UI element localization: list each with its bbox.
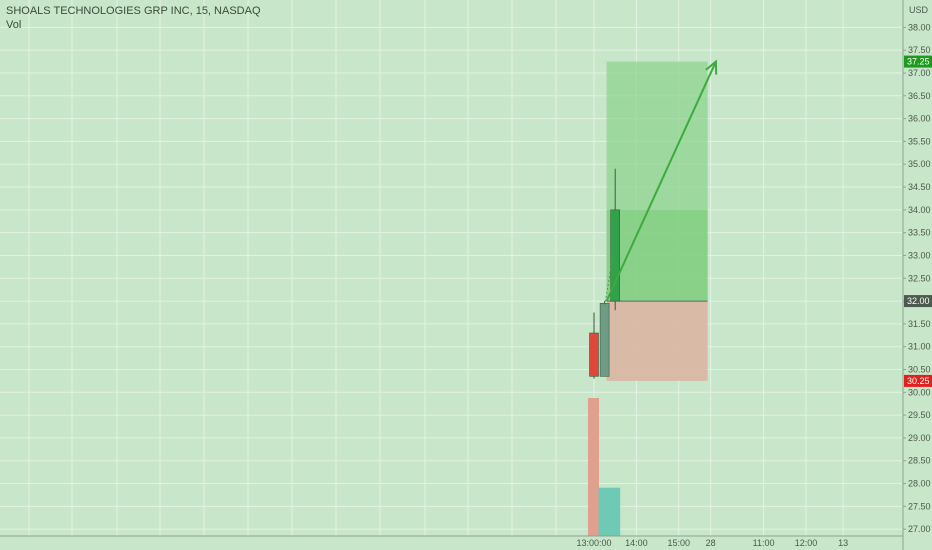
time-tick-label: 12:00 xyxy=(795,538,818,548)
time-tick-label: 15:00 xyxy=(668,538,691,548)
candle-body xyxy=(599,303,610,377)
price-tick-label: 28.50 xyxy=(908,456,931,466)
price-tick-label: 29.50 xyxy=(908,410,931,420)
volume-label: Vol xyxy=(6,19,22,31)
price-tick-label: 36.50 xyxy=(908,91,931,101)
forecast-arrow[interactable] xyxy=(604,59,718,306)
time-tick-label: 13 xyxy=(838,538,848,548)
arrow-dash xyxy=(604,255,614,306)
price-tick-label: 36.00 xyxy=(908,114,931,124)
price-badge-label: 37.25 xyxy=(907,57,930,67)
price-tick-label: 29.00 xyxy=(908,433,931,443)
arrow-head[interactable] xyxy=(705,59,718,75)
price-tick-label: 27.50 xyxy=(908,501,931,511)
time-tick-label: 13:00:00 xyxy=(576,538,611,548)
price-tick-label: 32.50 xyxy=(908,273,931,283)
candlesticks xyxy=(589,168,621,379)
price-tick-label: 31.00 xyxy=(908,342,931,352)
price-tick-label: 37.50 xyxy=(908,45,931,55)
stop-zone[interactable] xyxy=(606,301,708,381)
time-tick-label: 14:00 xyxy=(625,538,648,548)
price-tick-label: 34.50 xyxy=(908,182,931,192)
price-tick-label: 30.00 xyxy=(908,387,931,397)
price-tick-label: 34.00 xyxy=(908,205,931,215)
volume-bar xyxy=(609,487,621,536)
time-tick-label: 28 xyxy=(706,538,716,548)
candle-body xyxy=(589,332,599,377)
grid-lines xyxy=(0,0,903,536)
price-tick-label: 37.00 xyxy=(908,68,931,78)
price-tick-label: 30.50 xyxy=(908,364,931,374)
time-axis[interactable]: 13:00:00 14:00 15:00 28 11:00 12:00 13 xyxy=(0,535,903,548)
volume-bar xyxy=(598,487,610,536)
price-badge xyxy=(904,374,932,387)
price-badge-label: 30.25 xyxy=(907,376,930,386)
price-tick-label: 28.00 xyxy=(908,479,931,489)
price-tick-label: 38.00 xyxy=(908,22,931,32)
price-tick-label: 31.50 xyxy=(908,319,931,329)
chart-title: SHOALS TECHNOLOGIES GRP INC, 15, NASDAQ xyxy=(6,5,261,17)
long-position-tool[interactable] xyxy=(606,61,708,381)
price-badge xyxy=(904,55,932,68)
price-tick-label: 33.00 xyxy=(908,250,931,260)
volume-bars xyxy=(588,398,621,536)
price-badge xyxy=(904,295,932,308)
price-tick-label: 27.00 xyxy=(908,524,931,534)
price-badge-label: 32.00 xyxy=(907,296,930,306)
time-tick-label: 11:00 xyxy=(753,538,775,548)
price-tick-label: 35.00 xyxy=(908,159,931,169)
price-axis-bg xyxy=(903,0,932,550)
price-tick-label: 35.50 xyxy=(908,136,931,146)
price-unit-label: USD xyxy=(909,5,929,15)
profit-zone xyxy=(606,209,708,302)
volume-bar xyxy=(588,398,599,536)
price-tick-label: 33.50 xyxy=(908,228,931,238)
candle-body xyxy=(610,209,621,302)
price-axis[interactable]: USD 38.00 37.50 37.00 36.50 36.00 35.50 35.00 34… xyxy=(902,0,932,550)
arrow-shaft[interactable] xyxy=(605,61,717,302)
